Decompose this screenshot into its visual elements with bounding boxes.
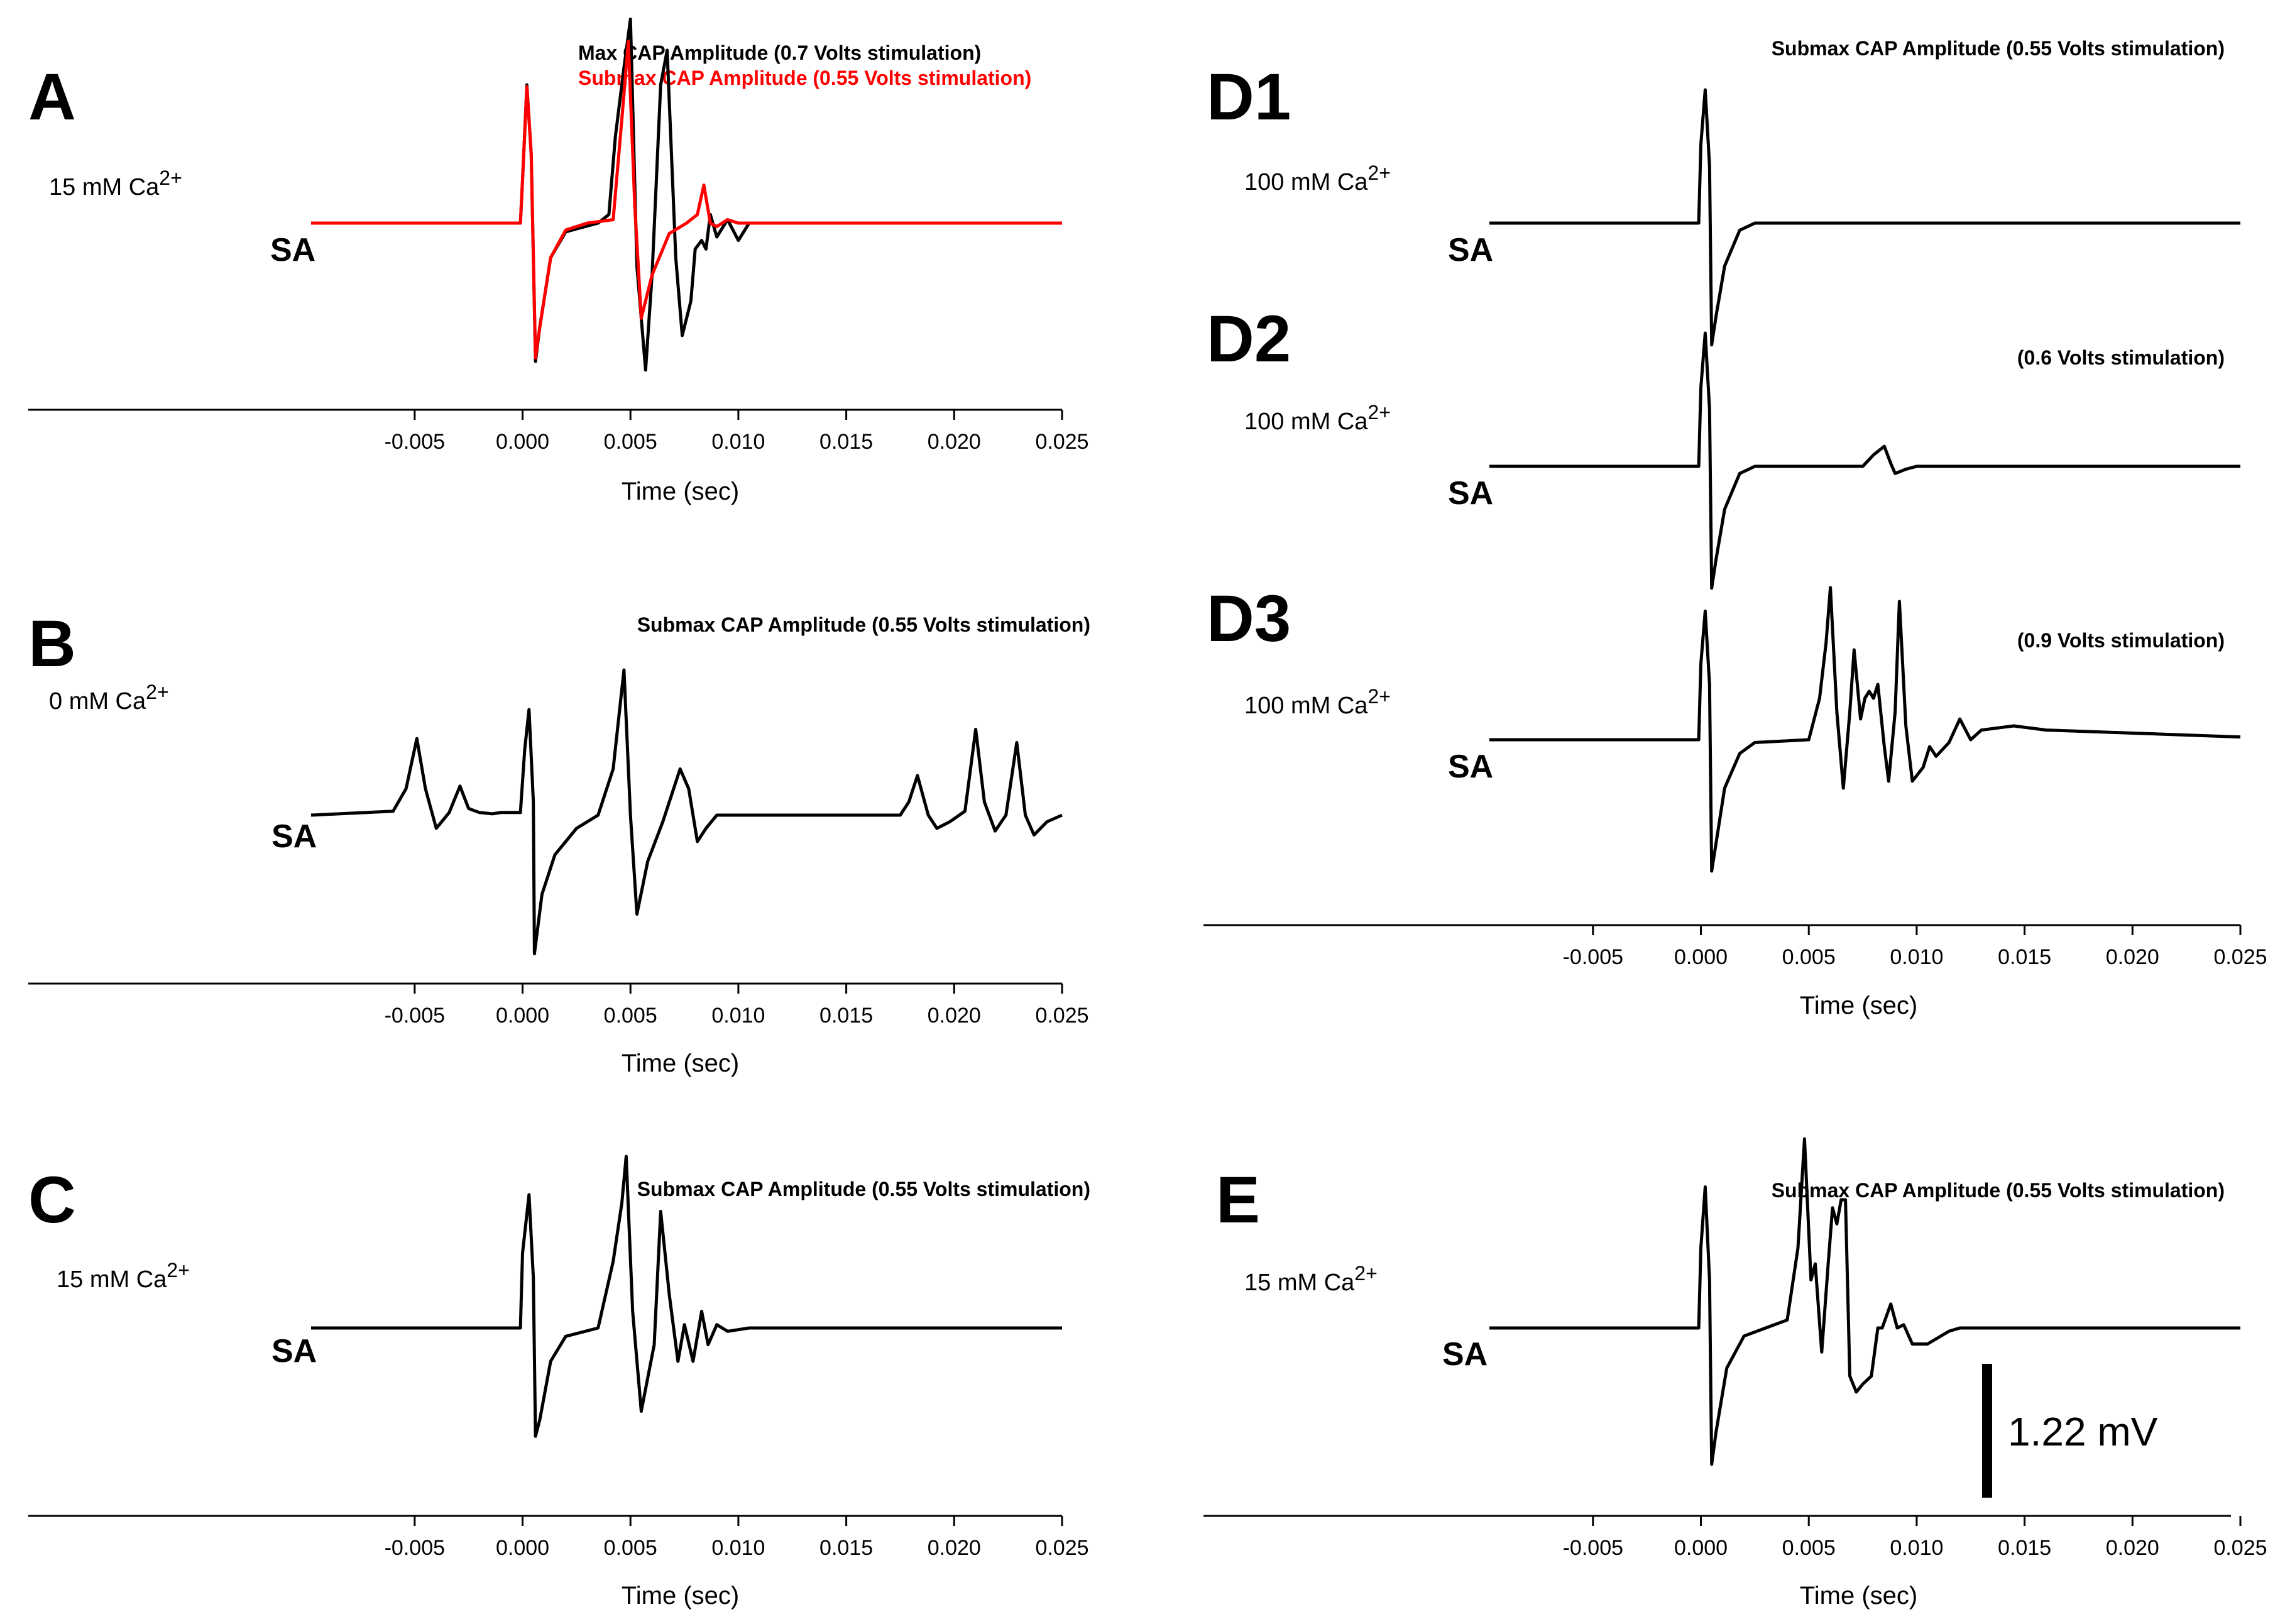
cap-trace-primary [1489, 331, 2240, 590]
x-tick-label: 0.020 [928, 1536, 981, 1560]
scale-bar-label: 1.22 mV [2008, 1409, 2158, 1454]
panel-label: B [28, 607, 76, 681]
x-tick-label: 0.000 [496, 1004, 549, 1028]
x-axis-title: Time (sec) [1800, 992, 1917, 1019]
x-tick-label: -0.005 [1563, 1536, 1623, 1560]
panel-label: C [28, 1163, 76, 1237]
x-tick-label: 0.005 [604, 1004, 657, 1028]
calcium-concentration-label: 15 mM Ca2+ [57, 1259, 190, 1293]
x-tick-label: 0.025 [1035, 1536, 1088, 1560]
x-axis: -0.005 0.000 0.005 0.010 0.015 0.020 0.025 Time… [1203, 924, 2267, 1019]
stimulation-annotation: Submax CAP Amplitude (0.55 Volts stimula… [1772, 37, 2225, 60]
panel-label: A [28, 60, 76, 134]
x-axis-title: Time (sec) [622, 1050, 739, 1077]
calcium-concentration-label: 100 mM Ca2+ [1244, 685, 1391, 719]
x-tick-label: 0.025 [2213, 945, 2267, 969]
stimulus-artifact-label: SA [1448, 749, 1493, 785]
x-tick-label: 0.020 [928, 1004, 981, 1028]
stimulus-artifact-label: SA [271, 818, 317, 855]
x-tick-label: 0.000 [496, 430, 549, 454]
x-tick-label: 0.010 [711, 430, 765, 454]
calcium-concentration-label: 100 mM Ca2+ [1244, 401, 1391, 435]
x-axis-title: Time (sec) [622, 1582, 739, 1610]
stimulation-annotation: (0.6 Volts stimulation) [2017, 346, 2225, 369]
stimulus-artifact-label: SA [1442, 1336, 1488, 1373]
panel-d2: D2 (0.6 Volts stimulation) 100 mM Ca2+ SA [1207, 302, 2240, 590]
x-tick-label: 0.000 [1674, 945, 1728, 969]
cap-trace-primary [1489, 586, 2241, 873]
panel-label: D2 [1207, 302, 1291, 376]
calcium-concentration-label: 100 mM Ca2+ [1244, 162, 1391, 195]
x-axis-title: Time (sec) [1800, 1582, 1917, 1610]
panel-label: D1 [1207, 60, 1291, 134]
panel-d3: D3 (0.9 Volts stimulation) 100 mM Ca2+ SA -0… [1203, 582, 2267, 1019]
x-axis: -0.005 0.000 0.005 0.010 0.015 0.020 0.025 Time… [28, 1515, 1089, 1610]
stimulation-annotation: Submax CAP Amplitude (0.55 Volts stimula… [637, 1178, 1090, 1200]
x-tick-label: -0.005 [385, 1536, 445, 1560]
calcium-concentration-label: 15 mM Ca2+ [1244, 1262, 1378, 1296]
stimulus-artifact-label: SA [271, 1333, 317, 1369]
panel-e: E Submax CAP Amplitude (0.55 Volts stimul… [1203, 1137, 2267, 1610]
panel-a: A Max CAP Amplitude (0.7 Volts stimulatio… [28, 18, 1089, 505]
x-tick-label: 0.005 [1782, 1536, 1836, 1560]
x-tick-label: 0.010 [711, 1536, 765, 1560]
x-tick-label: 0.015 [819, 430, 873, 454]
stimulation-annotation: (0.9 Volts stimulation) [2017, 629, 2225, 652]
x-axis-title: Time (sec) [622, 478, 739, 505]
x-tick-label: 0.020 [928, 430, 981, 454]
x-tick-label: 0.015 [819, 1536, 873, 1560]
calcium-concentration-label: 15 mM Ca2+ [49, 167, 182, 200]
x-tick-label: -0.005 [1563, 945, 1623, 969]
panels: A Max CAP Amplitude (0.7 Volts stimulatio… [28, 18, 2267, 1610]
stimulus-artifact-label: SA [1448, 232, 1493, 268]
cap-trace-primary [1489, 1137, 2240, 1466]
x-tick-label: 0.010 [711, 1004, 765, 1028]
x-tick-label: 0.020 [2106, 945, 2159, 969]
stimulation-annotation: Submax CAP Amplitude (0.55 Volts stimula… [578, 67, 1031, 89]
x-tick-label: 0.005 [604, 430, 657, 454]
x-tick-label: -0.005 [385, 430, 445, 454]
cap-trace-primary [310, 668, 1063, 955]
x-tick-label: 0.015 [819, 1004, 873, 1028]
x-tick-label: -0.005 [385, 1004, 445, 1028]
x-tick-label: 0.000 [496, 1536, 549, 1560]
cap-trace-secondary [311, 40, 1062, 359]
stimulus-artifact-label: SA [1448, 475, 1493, 512]
x-tick-label: 0.010 [1890, 945, 1943, 969]
x-tick-label: 0.015 [1998, 945, 2051, 969]
panel-b: B Submax CAP Amplitude (0.55 Volts stimul… [28, 607, 1090, 1077]
x-tick-label: 0.025 [1035, 1004, 1088, 1028]
x-tick-label: 0.020 [2106, 1536, 2159, 1560]
x-tick-label: 0.000 [1674, 1536, 1728, 1560]
x-axis: -0.005 0.000 0.005 0.010 0.015 0.020 0.025 Time… [28, 409, 1089, 505]
x-axis: -0.005 0.000 0.005 0.010 0.015 0.020 0.025 Time… [1203, 1515, 2267, 1610]
cap-trace-primary [1489, 88, 2240, 347]
x-tick-label: 0.025 [1035, 430, 1088, 454]
panel-c: C Submax CAP Amplitude (0.55 Volts stimul… [28, 1155, 1090, 1610]
x-tick-label: 0.005 [604, 1536, 657, 1560]
scale-bar: 1.22 mV [1982, 1364, 2158, 1498]
panel-d1: D1 Submax CAP Amplitude (0.55 Volts stimu… [1207, 37, 2240, 347]
calcium-concentration-label: 0 mM Ca2+ [49, 681, 169, 715]
x-tick-label: 0.025 [2213, 1536, 2267, 1560]
stimulation-annotation: Submax CAP Amplitude (0.55 Volts stimula… [1772, 1179, 2225, 1202]
x-axis: -0.005 0.000 0.005 0.010 0.015 0.020 0.025 Time… [28, 982, 1089, 1077]
cap-trace-primary [311, 1155, 1062, 1438]
x-tick-label: 0.010 [1890, 1536, 1943, 1560]
stimulus-artifact-label: SA [270, 232, 315, 268]
x-tick-label: 0.005 [1782, 945, 1836, 969]
stimulation-annotation: Submax CAP Amplitude (0.55 Volts stimula… [637, 613, 1090, 636]
panel-label: D3 [1207, 582, 1291, 656]
panel-label: E [1216, 1163, 1260, 1237]
stimulation-annotation: Max CAP Amplitude (0.7 Volts stimulation… [578, 41, 981, 64]
x-tick-label: 0.015 [1998, 1536, 2051, 1560]
